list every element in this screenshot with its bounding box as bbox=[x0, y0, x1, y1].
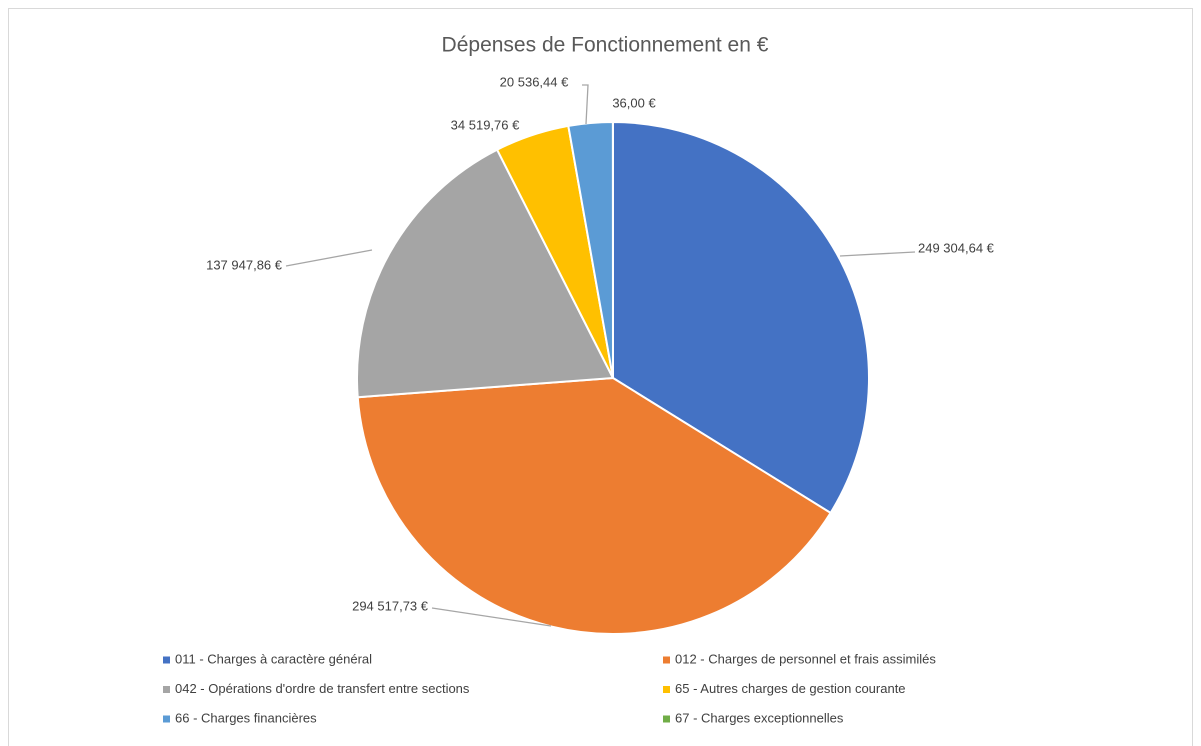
legend-swatch bbox=[663, 686, 670, 693]
legend-label: 012 - Charges de personnel et frais assi… bbox=[675, 651, 936, 666]
legend-label: 65 - Autres charges de gestion courante bbox=[675, 681, 906, 696]
legend-swatch bbox=[663, 715, 670, 723]
data-label: 137 947,86 € bbox=[206, 257, 283, 272]
legend-swatch bbox=[163, 656, 170, 664]
leader-line bbox=[582, 84, 589, 125]
legend-swatch bbox=[163, 715, 170, 723]
legend-label: 66 - Charges financières bbox=[175, 710, 317, 725]
data-label: 294 517,73 € bbox=[352, 598, 429, 613]
leader-line bbox=[839, 251, 916, 257]
pie-slice bbox=[612, 120, 870, 515]
legend-swatch bbox=[663, 656, 670, 664]
chart-title: Dépenses de Fonctionnement en € bbox=[442, 34, 769, 57]
leader-line bbox=[285, 249, 373, 267]
legend-label: 011 - Charges à caractère général bbox=[175, 651, 372, 666]
legend-swatch bbox=[163, 686, 170, 693]
pie-slice bbox=[356, 376, 832, 635]
legend-label: 042 - Opérations d'ordre de transfert en… bbox=[175, 681, 470, 696]
leader-line bbox=[431, 607, 552, 627]
data-label: 36,00 € bbox=[612, 95, 656, 110]
pie-slice bbox=[356, 148, 615, 399]
data-label: 34 519,76 € bbox=[451, 117, 520, 132]
data-label: 249 304,64 € bbox=[918, 240, 995, 255]
data-label: 20 536,44 € bbox=[500, 74, 569, 89]
legend-label: 67 - Charges exceptionnelles bbox=[675, 710, 844, 725]
